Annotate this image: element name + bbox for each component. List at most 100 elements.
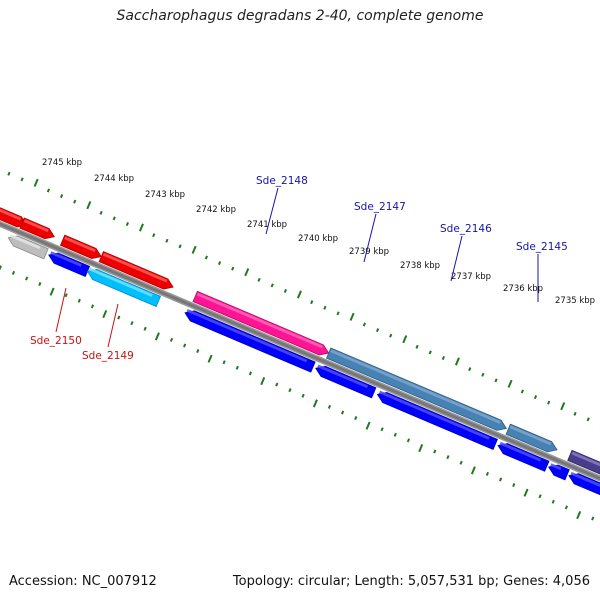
tick-mark <box>523 488 529 497</box>
tick-mark <box>380 427 384 432</box>
gene-feature <box>48 251 91 277</box>
tick-mark <box>406 438 411 443</box>
gene-label-text: Sde_2148 <box>256 175 308 187</box>
gene-arrow-highlight <box>9 234 41 250</box>
tick-mark <box>117 315 121 320</box>
leader-line <box>107 303 119 348</box>
tick-mark <box>481 372 485 377</box>
tick-mark <box>415 344 419 349</box>
gene-arrow-highlight <box>23 219 49 233</box>
gene-label: Sde_2146 <box>440 223 492 282</box>
gene-label: Sde_2149 <box>82 303 134 362</box>
gene-feature <box>86 267 161 308</box>
gene-label: Sde_2148 <box>256 175 308 235</box>
leader-line <box>55 287 67 333</box>
tick-mark <box>222 360 226 365</box>
tick-mark <box>183 343 187 348</box>
tick-mark <box>38 282 42 287</box>
tick-mark <box>494 378 498 383</box>
gene-feature <box>315 364 377 399</box>
kbp-label: 2741 kbp <box>247 220 287 230</box>
tick-mark <box>270 283 274 288</box>
tick-mark <box>349 312 355 321</box>
tick-mark <box>77 298 81 303</box>
gene-arrow <box>7 235 49 260</box>
gene-arrow <box>497 443 550 472</box>
kbp-label: 2743 kbp <box>145 190 185 200</box>
tick-mark <box>46 188 51 193</box>
tick-mark <box>260 376 266 386</box>
tick-mark <box>498 477 503 482</box>
tick-mark <box>257 277 261 282</box>
gene-arrow-highlight <box>50 251 82 267</box>
tick-mark <box>520 389 524 394</box>
tick-mark <box>310 300 314 305</box>
gene-arrow <box>184 310 316 373</box>
tick-mark <box>296 290 302 299</box>
gene-feature <box>548 463 570 481</box>
tick-mark <box>204 255 209 260</box>
tick-mark <box>547 400 551 405</box>
accession-text: Accession: NC_007912 <box>9 574 157 589</box>
kbp-label: 2737 kbp <box>451 272 491 282</box>
tick-mark <box>446 455 450 460</box>
tick-mark <box>154 332 160 341</box>
tick-mark <box>459 460 463 465</box>
gene-label-text: Sde_2147 <box>354 201 406 213</box>
tick-mark <box>283 288 287 293</box>
tick-mark <box>99 210 103 215</box>
gene-arrow-highlight <box>509 425 552 446</box>
gene-arrow-highlight <box>196 292 324 349</box>
tick-mark <box>362 322 366 327</box>
tick-mark <box>418 443 424 453</box>
gene-arrow-highlight <box>570 471 600 487</box>
tick-mark <box>248 371 253 376</box>
tick-mark <box>7 171 11 176</box>
tick-mark <box>507 379 513 388</box>
gene-label: Sde_2150 <box>30 287 82 347</box>
gene-arrow-highlight <box>378 390 490 440</box>
gene-arrow <box>567 449 600 475</box>
kbp-label: 2738 kbp <box>400 261 440 271</box>
tick-mark <box>178 244 182 249</box>
tick-mark <box>433 449 437 454</box>
tick-mark <box>573 411 577 416</box>
gene-arrow-highlight <box>0 208 22 221</box>
tick-mark <box>454 357 460 366</box>
tick-mark <box>191 245 197 254</box>
kbp-label: 2745 kbp <box>42 158 82 168</box>
backbone-line <box>0 222 600 481</box>
gene-label: Sde_2147 <box>354 201 406 263</box>
gene-arrow <box>315 365 377 399</box>
tick-mark <box>169 337 174 342</box>
tick-mark <box>25 276 29 281</box>
leader-line <box>265 187 279 235</box>
gene-feature <box>505 423 558 453</box>
tick-mark <box>301 393 305 398</box>
tick-mark <box>428 350 432 355</box>
gene-arrow <box>48 252 91 277</box>
tick-mark <box>323 305 327 310</box>
tick-mark <box>49 287 55 296</box>
tick-mark <box>533 395 538 400</box>
tick-mark <box>33 178 39 187</box>
genome-backbone <box>0 220 600 482</box>
gene-arrow-highlight <box>571 451 600 467</box>
tick-mark <box>275 382 279 387</box>
tick-mark <box>196 349 200 354</box>
gene-labels: Sde_2148 Sde_2147 Sde_2146 Sde_2145 Sde_2150… <box>30 175 568 362</box>
tick-mark <box>441 355 445 360</box>
tick-mark <box>112 216 116 221</box>
tick-mark <box>470 466 476 475</box>
tick-mark <box>354 416 358 421</box>
gene-feature <box>568 471 600 496</box>
tick-mark <box>341 410 345 415</box>
tick-mark <box>538 494 542 499</box>
gene-label-text: Sde_2146 <box>440 223 492 235</box>
gene-label-text: Sde_2145 <box>516 241 568 253</box>
gene-feature <box>184 309 316 373</box>
tick-mark <box>288 388 292 393</box>
gene-arrow-highlight <box>88 267 153 297</box>
tick-mark <box>90 304 95 309</box>
